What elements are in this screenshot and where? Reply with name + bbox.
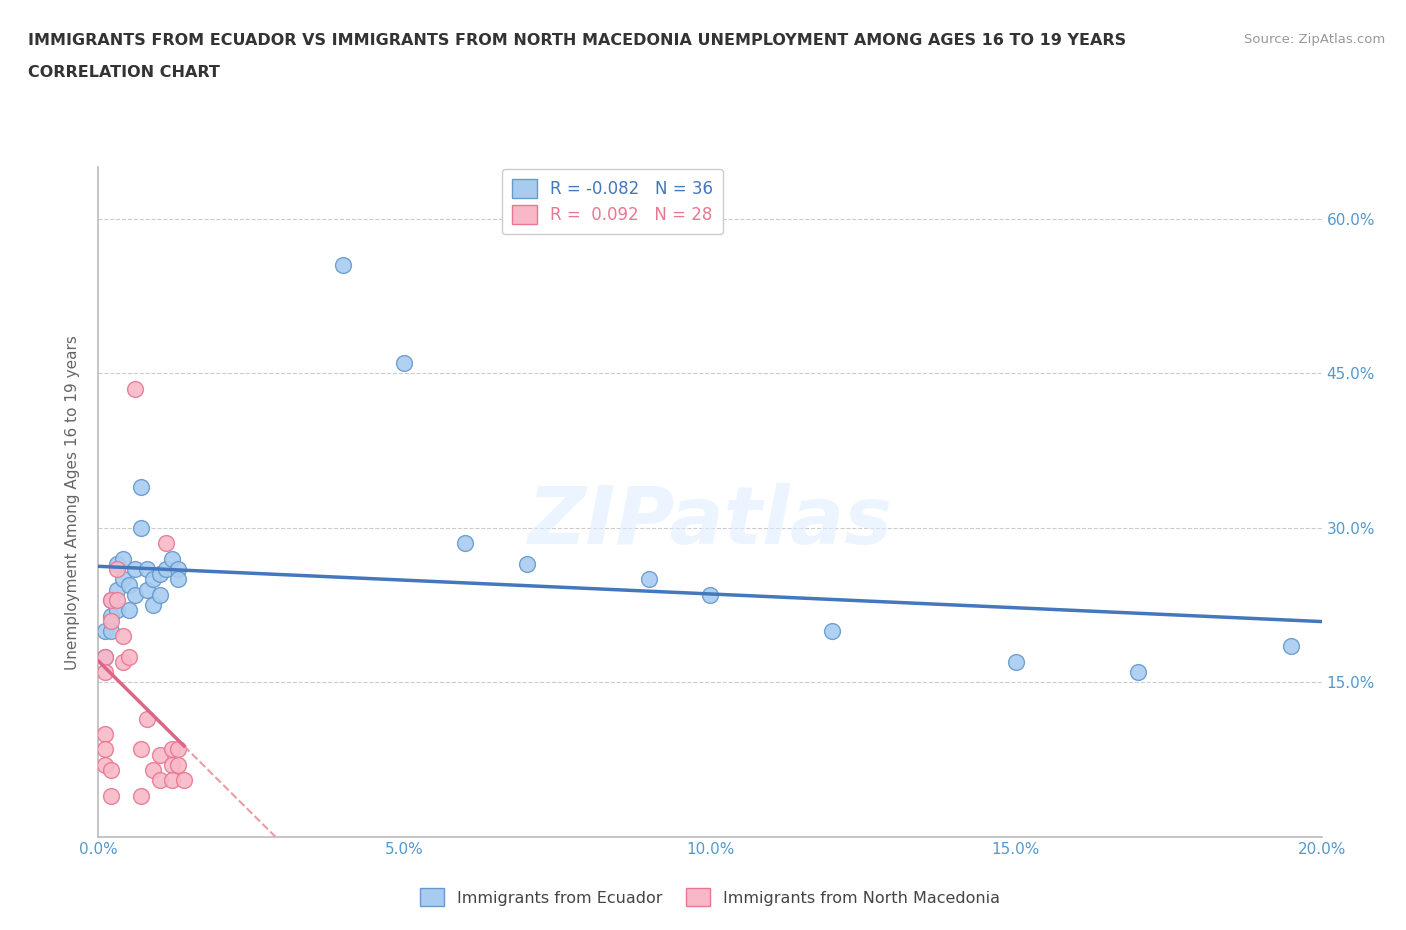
Point	[167, 742, 190, 757]
Legend: Immigrants from Ecuador, Immigrants from North Macedonia: Immigrants from Ecuador, Immigrants from…	[411, 879, 1010, 916]
Point	[1128, 665, 1150, 680]
Point	[93, 742, 115, 757]
Point	[93, 649, 115, 664]
Y-axis label: Unemployment Among Ages 16 to 19 years: Unemployment Among Ages 16 to 19 years	[65, 335, 80, 670]
Point	[173, 773, 195, 788]
Point	[142, 572, 165, 587]
Point	[124, 588, 146, 603]
Point	[1004, 655, 1026, 670]
Point	[167, 757, 190, 772]
Point	[100, 608, 122, 623]
Point	[821, 623, 844, 638]
Point	[93, 649, 115, 664]
Point	[118, 578, 141, 592]
Point	[105, 603, 128, 618]
Point	[142, 763, 165, 777]
Point	[129, 521, 152, 536]
Point	[105, 582, 128, 597]
Point	[160, 551, 183, 566]
Point	[93, 665, 115, 680]
Point	[167, 562, 190, 577]
Point	[1279, 639, 1302, 654]
Point	[332, 258, 354, 272]
Point	[105, 562, 128, 577]
Point	[149, 773, 172, 788]
Point	[136, 562, 159, 577]
Point	[160, 773, 183, 788]
Point	[392, 355, 416, 370]
Point	[105, 556, 128, 571]
Point	[111, 629, 134, 644]
Point	[129, 479, 152, 494]
Point	[155, 562, 177, 577]
Point	[454, 536, 477, 551]
Point	[136, 582, 159, 597]
Point	[100, 592, 122, 607]
Point	[149, 588, 172, 603]
Point	[136, 711, 159, 726]
Point	[118, 649, 141, 664]
Point	[167, 572, 190, 587]
Point	[699, 588, 721, 603]
Text: ZIPatlas: ZIPatlas	[527, 484, 893, 562]
Point	[100, 789, 122, 804]
Point	[118, 603, 141, 618]
Point	[105, 592, 128, 607]
Point	[111, 551, 134, 566]
Point	[93, 726, 115, 741]
Point	[100, 592, 122, 607]
Text: IMMIGRANTS FROM ECUADOR VS IMMIGRANTS FROM NORTH MACEDONIA UNEMPLOYMENT AMONG AG: IMMIGRANTS FROM ECUADOR VS IMMIGRANTS FR…	[28, 33, 1126, 47]
Point	[100, 623, 122, 638]
Point	[111, 655, 134, 670]
Text: Source: ZipAtlas.com: Source: ZipAtlas.com	[1244, 33, 1385, 46]
Point	[124, 381, 146, 396]
Point	[129, 789, 152, 804]
Point	[93, 757, 115, 772]
Point	[100, 613, 122, 628]
Point	[516, 556, 538, 571]
Point	[149, 567, 172, 582]
Point	[129, 742, 152, 757]
Point	[124, 562, 146, 577]
Point	[100, 763, 122, 777]
Point	[637, 572, 661, 587]
Point	[111, 572, 134, 587]
Text: CORRELATION CHART: CORRELATION CHART	[28, 65, 219, 80]
Point	[93, 623, 115, 638]
Point	[142, 598, 165, 613]
Point	[155, 536, 177, 551]
Point	[160, 757, 183, 772]
Point	[160, 742, 183, 757]
Point	[149, 747, 172, 762]
